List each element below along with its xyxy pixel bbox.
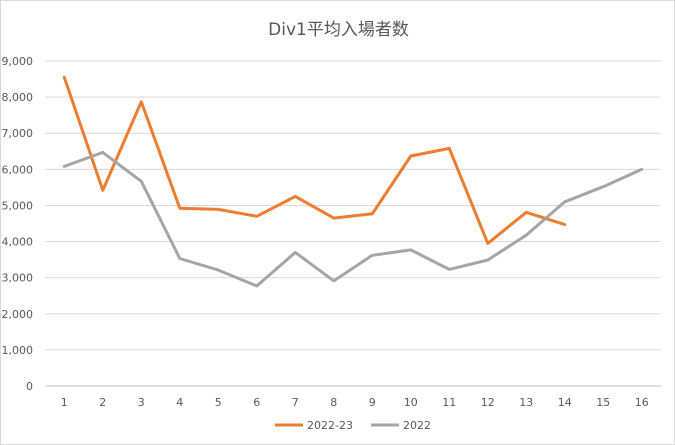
y-tick-label: 6,000 — [2, 163, 34, 176]
x-tick-label: 11 — [442, 396, 456, 409]
y-tick-label: 3,000 — [2, 272, 34, 285]
y-tick-label: 1,000 — [2, 344, 34, 357]
legend-label: 2022-23 — [307, 419, 353, 432]
y-tick-label: 2,000 — [2, 308, 34, 321]
y-tick-label: 7,000 — [2, 127, 34, 140]
x-tick-label: 4 — [176, 396, 183, 409]
x-tick-label: 7 — [292, 396, 299, 409]
x-tick-label: 8 — [330, 396, 337, 409]
y-tick-label: 4,000 — [2, 236, 34, 249]
x-tick-label: 10 — [404, 396, 418, 409]
series-line-2022-23 — [62, 75, 567, 245]
chart-title: Div1平均入場者数 — [268, 20, 409, 40]
x-tick-label: 2 — [99, 396, 106, 409]
x-tick-label: 5 — [215, 396, 222, 409]
x-tick-label: 12 — [481, 396, 495, 409]
x-tick-label: 13 — [519, 396, 533, 409]
x-tick-label: 9 — [369, 396, 376, 409]
y-tick-label: 8,000 — [2, 91, 34, 104]
x-tick-label: 3 — [138, 396, 145, 409]
y-tick-label: 5,000 — [2, 199, 34, 212]
y-tick-label: 0 — [26, 380, 33, 393]
x-tick-label: 14 — [558, 396, 572, 409]
x-tick-label: 16 — [635, 396, 649, 409]
x-tick-label: 6 — [253, 396, 260, 409]
x-tick-label: 15 — [596, 396, 610, 409]
series-line-2022 — [62, 150, 644, 288]
x-tick-label: 1 — [61, 396, 68, 409]
y-tick-label: 9,000 — [2, 55, 34, 68]
legend-label: 2022 — [403, 419, 431, 432]
